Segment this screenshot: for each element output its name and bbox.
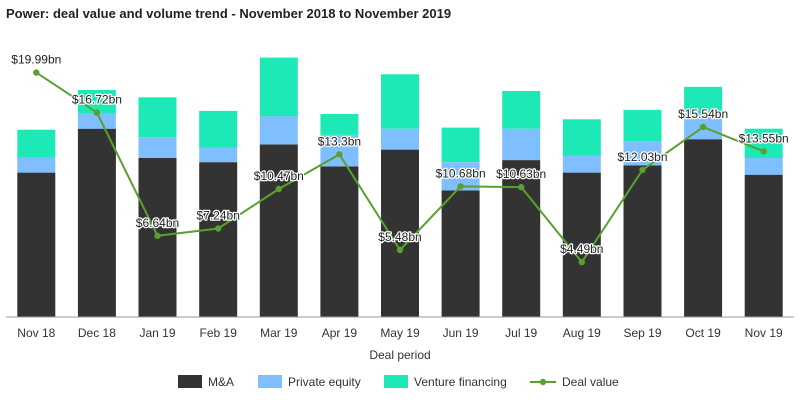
bar-manda-nov-19[interactable] bbox=[744, 174, 783, 317]
bar-manda-feb-19[interactable] bbox=[199, 162, 238, 317]
deal-value-label-jul-19: $10.63bn bbox=[496, 167, 546, 181]
x-tick-mar-19: Mar 19 bbox=[260, 326, 298, 340]
bar-private-equity-may-19[interactable] bbox=[381, 128, 419, 150]
bar-private-equity-nov-19[interactable] bbox=[744, 158, 783, 175]
legend-swatch-private-equity[interactable] bbox=[258, 375, 282, 388]
x-tick-feb-19: Feb 19 bbox=[200, 326, 238, 340]
deal-value-point-may-19[interactable] bbox=[396, 246, 404, 254]
legend-swatch-venture-financing[interactable] bbox=[384, 375, 408, 388]
deal-value-point-nov-19[interactable] bbox=[760, 148, 767, 155]
deal-value-point-jun-19[interactable] bbox=[457, 183, 464, 190]
legend-label-private-equity[interactable]: Private equity bbox=[288, 375, 361, 389]
x-tick-jul-19: Jul 19 bbox=[505, 326, 537, 340]
x-tick-jun-19: Jun 19 bbox=[443, 326, 479, 340]
deal-value-label-mar-19: $10.47bn bbox=[254, 169, 304, 183]
bar-private-equity-nov-18[interactable] bbox=[17, 158, 56, 173]
bar-venture-financing-nov-18[interactable] bbox=[17, 129, 56, 158]
bar-manda-apr-19[interactable] bbox=[320, 166, 359, 317]
deal-value-point-sep-19[interactable] bbox=[639, 166, 646, 174]
deal-value-label-aug-19: $4.49bn bbox=[560, 242, 603, 256]
bar-manda-mar-19[interactable] bbox=[259, 144, 298, 317]
x-tick-oct-19: Oct 19 bbox=[685, 326, 721, 340]
bar-manda-sep-19[interactable] bbox=[623, 165, 662, 317]
deal-value-point-oct-19[interactable] bbox=[699, 123, 707, 131]
bar-private-equity-feb-19[interactable] bbox=[199, 147, 238, 163]
x-axis-title: Deal period bbox=[369, 348, 430, 362]
chart-title: Power: deal value and volume trend - Nov… bbox=[6, 6, 452, 21]
x-tick-apr-19: Apr 19 bbox=[322, 326, 358, 340]
bar-venture-financing-aug-19[interactable] bbox=[562, 119, 601, 156]
bar-venture-financing-may-19[interactable] bbox=[381, 74, 419, 129]
bar-venture-financing-jul-19[interactable] bbox=[502, 91, 541, 129]
deal-value-label-apr-19: $13.3bn bbox=[318, 134, 361, 148]
deal-value-label-jan-19: $6.64bn bbox=[136, 216, 179, 230]
bar-manda-nov-18[interactable] bbox=[17, 172, 56, 317]
deal-value-label-feb-19: $7.24bn bbox=[197, 209, 240, 223]
bar-manda-dec-18[interactable] bbox=[77, 128, 116, 317]
x-tick-sep-19: Sep 19 bbox=[623, 326, 661, 340]
deal-value-label-dec-18: $16.72bn bbox=[72, 93, 122, 107]
legend-label-venture-financing[interactable]: Venture financing bbox=[414, 375, 507, 389]
deal-value-point-jul-19[interactable] bbox=[518, 183, 525, 191]
deal-value-label-oct-19: $15.54bn bbox=[678, 107, 728, 121]
deal-value-point-apr-19[interactable] bbox=[336, 151, 343, 158]
deal-value-label-nov-18: $19.99bn bbox=[11, 53, 61, 67]
bar-manda-jul-19[interactable] bbox=[502, 160, 541, 317]
deal-value-point-aug-19[interactable] bbox=[578, 258, 585, 266]
bar-private-equity-jan-19[interactable] bbox=[138, 137, 177, 158]
bar-private-equity-aug-19[interactable] bbox=[562, 155, 601, 173]
deal-value-line-layer bbox=[33, 69, 767, 266]
x-tick-nov-18: Nov 18 bbox=[17, 326, 55, 340]
x-tick-nov-19: Nov 19 bbox=[745, 326, 783, 340]
deal-value-point-mar-19[interactable] bbox=[275, 185, 282, 193]
bar-venture-financing-apr-19[interactable] bbox=[320, 114, 359, 135]
legend[interactable]: M&A Private equity Venture financing Deal v… bbox=[178, 375, 619, 389]
bar-venture-financing-mar-19[interactable] bbox=[259, 57, 298, 117]
bar-manda-may-19[interactable] bbox=[381, 149, 419, 317]
x-tick-aug-19: Aug 19 bbox=[563, 326, 601, 340]
x-tick-may-19: May 19 bbox=[380, 326, 420, 340]
bar-venture-financing-jan-19[interactable] bbox=[138, 97, 177, 138]
bar-private-equity-mar-19[interactable] bbox=[259, 116, 298, 145]
bar-manda-aug-19[interactable] bbox=[562, 172, 601, 317]
legend-swatch-manda[interactable] bbox=[178, 375, 202, 388]
bar-venture-financing-oct-19[interactable] bbox=[684, 86, 723, 113]
bar-manda-jun-19[interactable] bbox=[441, 190, 480, 317]
bar-venture-financing-sep-19[interactable] bbox=[623, 109, 662, 142]
x-tick-labels: Nov 18 Dec 18 Jan 19 Feb 19 Mar 19 Apr 19 May … bbox=[17, 326, 783, 340]
bars-layer bbox=[17, 57, 783, 317]
deal-value-point-dec-18[interactable] bbox=[93, 109, 101, 116]
deal-value-point-nov-18[interactable] bbox=[33, 69, 40, 76]
bar-venture-financing-jun-19[interactable] bbox=[441, 127, 480, 163]
x-tick-dec-18: Dec 18 bbox=[78, 326, 116, 340]
legend-label-manda[interactable]: M&A bbox=[208, 375, 234, 389]
legend-marker-deal-value[interactable] bbox=[539, 378, 547, 386]
bar-venture-financing-feb-19[interactable] bbox=[199, 110, 238, 148]
bar-private-equity-dec-18[interactable] bbox=[77, 113, 116, 129]
deal-value-label-sep-19: $12.03bn bbox=[617, 150, 667, 164]
deal-value-label-jun-19: $10.68bn bbox=[436, 166, 486, 180]
x-tick-jan-19: Jan 19 bbox=[139, 326, 175, 340]
deal-value-labels: $19.99bn $16.72bn $6.64bn $7.24bn $10.47bn $1… bbox=[10, 51, 790, 257]
legend-label-deal-value[interactable]: Deal value bbox=[562, 375, 619, 389]
bar-manda-oct-19[interactable] bbox=[684, 139, 723, 317]
deal-value-label-nov-19: $13.55bn bbox=[739, 131, 789, 145]
deal-value-point-jan-19[interactable] bbox=[154, 232, 161, 239]
deal-value-point-feb-19[interactable] bbox=[215, 225, 222, 232]
deal-value-label-may-19: $5.48bn bbox=[378, 230, 421, 244]
bar-private-equity-jul-19[interactable] bbox=[502, 128, 541, 161]
